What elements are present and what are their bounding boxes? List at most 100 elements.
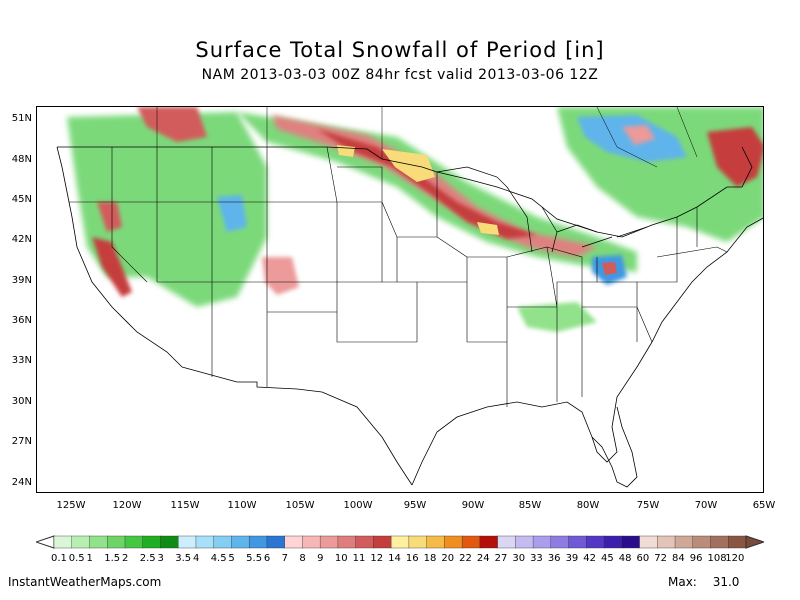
site-credit: InstantWeatherMaps.com [8,575,162,589]
legend-label: 33 [530,553,543,564]
snow-utah [217,195,247,232]
lat-label-51n: 51N [11,113,32,124]
legend-swatch [213,535,233,549]
lon-label-90w: 90W [461,500,485,511]
legend-swatch [248,535,268,549]
lat-label-27n: 27N [11,436,32,447]
legend-label: 1.5 [104,553,121,564]
legend-label: 24 [476,553,490,564]
legend-label: 0.1 [51,553,67,564]
legend-label: 42 [583,553,597,564]
legend-swatch [390,535,410,549]
lat-label-48n: 48N [11,154,32,165]
legend-label: 12 [370,553,384,564]
snowfall-map [36,106,764,493]
legend-label: 45 [601,553,614,564]
legend-label: 5.5 [246,553,263,564]
legend-svg [34,535,766,549]
map-subtitle: NAM 2013-03-03 00Z 84hr fcst valid 2013-… [201,67,599,83]
legend-swatch [586,535,605,549]
legend-swatch [568,535,588,549]
snow-northeast-pink [622,125,655,145]
map-title: Surface Total Snowfall of Period [in] [195,38,605,62]
snow-band-max-3 [477,222,499,235]
legend-label: 39 [565,553,579,564]
legend-swatch [692,535,712,549]
snow-cascades [97,202,122,232]
canada-provinces [156,107,698,168]
max-label: Max: [668,575,697,589]
legend-swatch [124,535,144,549]
legend-swatch [515,535,534,549]
legend-swatch [674,535,694,549]
legend-swatch [710,535,729,549]
state-lines [69,146,728,407]
lat-label-24n: 24N [11,477,32,488]
legend-label: 10 [334,553,348,564]
legend-label: 120 [725,553,745,564]
legend-swatch [461,535,481,549]
legend-swatch [178,535,197,549]
legend-label: 4.5 [210,553,227,564]
lat-label-30n: 30N [11,396,32,407]
legend-label: 72 [654,553,668,564]
lon-label-85w: 85W [518,500,542,511]
legend-swatch [107,535,126,549]
legend-label: 6 [263,553,271,564]
legend-label: 3 [157,553,164,564]
west-coast [56,146,183,368]
legend-label: 108 [707,553,727,564]
legend-label: 48 [618,553,632,564]
legend-label: 9 [317,553,324,564]
legend-swatch [373,535,392,549]
lon-label-70w: 70W [694,500,718,511]
legend-swatch [550,535,570,549]
legend-swatch [426,535,446,549]
snow-maine-heavy [707,127,763,187]
legend-label: 14 [388,553,401,564]
snow-band-max-1 [382,149,435,182]
legend-swatch [266,535,286,549]
lon-label-120w: 120W [112,500,142,511]
legend-arrow-high [745,535,766,549]
legend-swatch [142,535,162,549]
legend-label: 16 [405,553,419,564]
lat-label-36n: 36N [11,315,32,326]
lon-label-100w: 100W [343,500,373,511]
legend-swatch [71,535,91,549]
legend-swatch [408,535,428,549]
snow-colorado [262,257,299,295]
map-svg [56,107,763,488]
legend-label: 84 [672,553,685,564]
lat-label-39n: 39N [11,275,32,286]
legend-swatch [53,535,73,549]
lon-label-65w: 65W [752,500,776,511]
max-value: Max: 31.0 [668,575,739,589]
color-legend [34,534,766,553]
lat-label-42n: 42N [11,234,32,245]
legend-label: 1 [86,553,93,564]
legend-label: 36 [547,553,561,564]
legend-swatch [444,535,463,549]
legend-swatch [337,535,357,549]
legend-swatch [284,535,304,549]
legend-label: 22 [459,553,472,564]
legend-label: 7 [281,553,289,564]
legend-swatch [728,535,747,549]
legend-label: 60 [636,553,650,564]
legend-swatch [89,535,108,549]
legend-label: 3.5 [175,553,192,564]
great-lakes [436,166,648,253]
snow-sierra [92,237,132,297]
legend-swatch [603,535,623,549]
legend-label: 18 [423,553,437,564]
lon-label-115w: 115W [170,500,200,511]
legend-label: 0.5 [68,553,85,564]
lon-label-95w: 95W [403,500,427,511]
legend-label: 2.5 [139,553,156,564]
legend-swatch [479,535,499,549]
legend-swatch [231,535,250,549]
gulf-coast [411,217,763,486]
legend-swatch [532,535,552,549]
legend-label: 8 [299,553,306,564]
